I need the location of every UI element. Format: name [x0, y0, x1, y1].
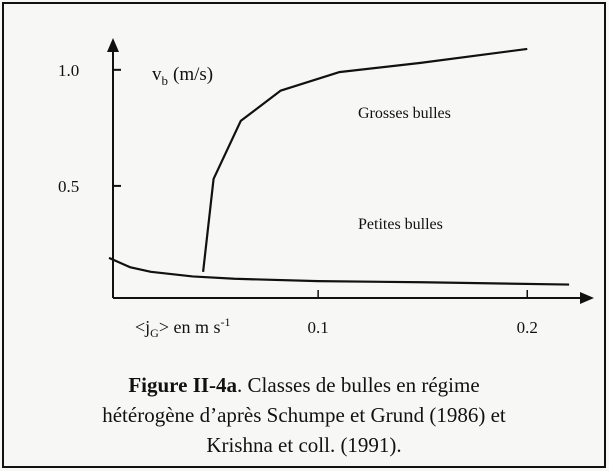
annotation: Petites bulles — [358, 216, 443, 233]
y-tick-label: 1.0 — [58, 61, 79, 80]
caption-line: Figure II-4a. Classes de bulles en régim… — [128, 373, 479, 397]
annotation: Grosses bulles — [358, 105, 451, 122]
curve — [108, 256, 570, 286]
x-tick-label: 0.2 — [517, 318, 538, 337]
caption-line: Krishna et coll. (1991). — [206, 433, 401, 457]
y-axis-label: vb (m/s) — [152, 64, 213, 88]
x-axis-label: <jG> en m s-1 — [135, 315, 230, 340]
y-arrow — [107, 38, 119, 52]
caption-line: hétérogène d’après Schumpe et Grund (198… — [102, 403, 506, 427]
x-arrow — [580, 292, 594, 304]
y-tick-label: 0.5 — [58, 177, 79, 196]
x-tick-label: 0.1 — [308, 318, 329, 337]
curve — [202, 47, 528, 272]
